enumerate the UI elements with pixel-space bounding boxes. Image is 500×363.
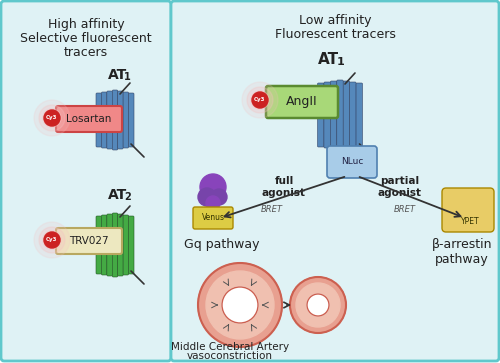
FancyBboxPatch shape xyxy=(118,214,123,276)
FancyBboxPatch shape xyxy=(123,215,128,275)
FancyBboxPatch shape xyxy=(102,92,107,148)
Circle shape xyxy=(39,227,65,253)
Text: AngII: AngII xyxy=(286,95,318,109)
Text: Losartan: Losartan xyxy=(66,114,112,124)
Text: 1: 1 xyxy=(337,57,345,67)
Text: Venus: Venus xyxy=(202,213,224,223)
FancyBboxPatch shape xyxy=(128,93,134,147)
Circle shape xyxy=(211,189,227,205)
FancyBboxPatch shape xyxy=(96,216,102,274)
FancyBboxPatch shape xyxy=(171,1,499,361)
FancyBboxPatch shape xyxy=(266,86,338,118)
Text: NLuc: NLuc xyxy=(341,158,363,167)
FancyBboxPatch shape xyxy=(193,207,233,229)
Text: partial
agonist: partial agonist xyxy=(378,176,422,197)
Circle shape xyxy=(198,188,216,206)
Circle shape xyxy=(34,222,70,258)
Text: AT: AT xyxy=(108,188,127,202)
Text: 1: 1 xyxy=(124,72,131,82)
Text: vasoconstriction: vasoconstriction xyxy=(187,351,273,361)
Text: Middle Cerebral Artery: Middle Cerebral Artery xyxy=(171,342,289,352)
FancyBboxPatch shape xyxy=(337,80,343,150)
Text: BRET: BRET xyxy=(394,205,416,215)
FancyBboxPatch shape xyxy=(343,81,349,149)
Text: tracers: tracers xyxy=(64,46,108,59)
FancyBboxPatch shape xyxy=(1,1,171,361)
FancyBboxPatch shape xyxy=(123,92,128,148)
Circle shape xyxy=(290,277,346,333)
Text: High affinity: High affinity xyxy=(48,18,124,31)
Circle shape xyxy=(44,232,60,248)
Text: Cy3: Cy3 xyxy=(46,237,58,242)
Circle shape xyxy=(43,109,61,127)
Text: Fluorescent tracers: Fluorescent tracers xyxy=(274,28,396,41)
Text: full
agonist: full agonist xyxy=(262,176,306,197)
Circle shape xyxy=(200,174,226,200)
Text: Cy3: Cy3 xyxy=(254,98,266,102)
Text: TRV027: TRV027 xyxy=(69,236,109,246)
Text: Selective fluorescent: Selective fluorescent xyxy=(20,32,152,45)
FancyBboxPatch shape xyxy=(356,83,362,147)
FancyBboxPatch shape xyxy=(330,81,337,149)
Text: BRET: BRET xyxy=(261,205,283,215)
Circle shape xyxy=(43,231,61,249)
Circle shape xyxy=(307,294,329,316)
Circle shape xyxy=(252,92,268,108)
FancyBboxPatch shape xyxy=(327,146,377,178)
FancyBboxPatch shape xyxy=(350,82,356,148)
Circle shape xyxy=(222,287,258,323)
FancyBboxPatch shape xyxy=(107,91,112,149)
FancyBboxPatch shape xyxy=(112,90,117,150)
Text: AT: AT xyxy=(108,68,127,82)
Circle shape xyxy=(251,91,269,109)
Circle shape xyxy=(34,100,70,136)
FancyBboxPatch shape xyxy=(324,82,330,148)
Circle shape xyxy=(39,105,65,131)
Text: Cy3: Cy3 xyxy=(46,115,58,121)
Circle shape xyxy=(44,110,60,126)
Circle shape xyxy=(242,82,278,118)
FancyBboxPatch shape xyxy=(318,83,324,147)
FancyBboxPatch shape xyxy=(112,213,117,277)
Circle shape xyxy=(206,271,274,339)
Text: Gq pathway: Gq pathway xyxy=(184,238,260,251)
Circle shape xyxy=(296,283,340,327)
Text: β-arrestin
pathway: β-arrestin pathway xyxy=(432,238,492,266)
FancyBboxPatch shape xyxy=(442,188,494,232)
FancyBboxPatch shape xyxy=(118,91,123,149)
FancyBboxPatch shape xyxy=(56,106,122,132)
FancyBboxPatch shape xyxy=(128,216,134,274)
FancyBboxPatch shape xyxy=(107,214,112,276)
Text: Low affinity: Low affinity xyxy=(299,14,371,27)
Circle shape xyxy=(247,87,273,113)
Text: YPET: YPET xyxy=(460,217,479,227)
Circle shape xyxy=(198,263,282,347)
Text: 2: 2 xyxy=(124,192,131,202)
Text: AT: AT xyxy=(318,52,339,67)
FancyBboxPatch shape xyxy=(102,215,107,275)
FancyBboxPatch shape xyxy=(56,228,122,254)
Circle shape xyxy=(206,196,220,210)
FancyBboxPatch shape xyxy=(96,93,102,147)
